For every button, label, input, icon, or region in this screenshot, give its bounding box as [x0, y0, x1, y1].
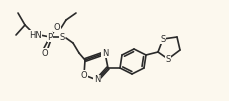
Text: P: P	[47, 33, 53, 42]
Text: S: S	[165, 55, 171, 64]
Text: S: S	[160, 35, 166, 44]
Text: HN: HN	[29, 31, 41, 39]
Text: S: S	[59, 33, 65, 42]
Text: N: N	[94, 76, 100, 85]
Text: O: O	[54, 23, 60, 32]
Text: N: N	[102, 48, 108, 57]
Text: O: O	[81, 70, 87, 79]
Text: O: O	[42, 48, 48, 57]
